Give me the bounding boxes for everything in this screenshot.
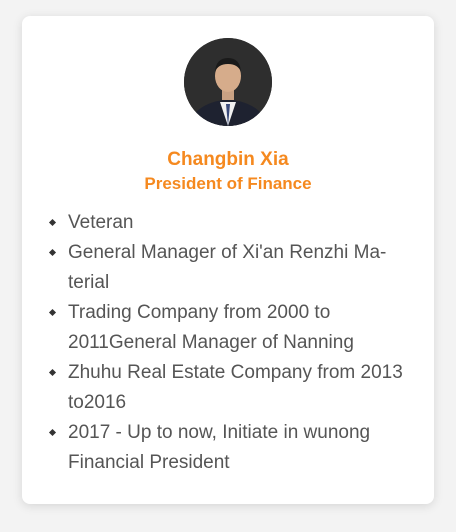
list-item-text: Trading Company from 2000 to 2011General… <box>68 302 354 353</box>
bullet-diamond-icon <box>48 368 57 377</box>
bullet-diamond-icon <box>48 248 57 257</box>
list-item: Zhuhu Real Estate Company from 2013 to20… <box>48 358 410 418</box>
profile-card: Changbin Xia President of Finance Vetera… <box>22 16 434 504</box>
person-portrait-icon <box>184 38 272 126</box>
list-item-text: Zhuhu Real Estate Company from 2013 to20… <box>68 362 403 413</box>
list-item: Veteran <box>48 208 410 238</box>
list-item: 2017 - Up to now, Initiate in wunong Fin… <box>48 418 410 478</box>
person-title: President of Finance <box>144 174 312 193</box>
list-item: Trading Company from 2000 to 2011General… <box>48 298 410 358</box>
person-name: Changbin Xia <box>167 149 289 170</box>
list-item-text: 2017 - Up to now, Initiate in wunong Fin… <box>68 422 371 473</box>
list-item-text: General Manager of Xi'an Renzhi Ma-teria… <box>68 242 387 293</box>
bio-list: Veteran General Manager of Xi'an Renzhi … <box>48 208 410 478</box>
bullet-diamond-icon <box>48 308 57 317</box>
bullet-diamond-icon <box>48 218 57 227</box>
bullet-diamond-icon <box>48 428 57 437</box>
list-item: General Manager of Xi'an Renzhi Ma-teria… <box>48 238 410 298</box>
avatar <box>184 38 272 126</box>
list-item-text: Veteran <box>68 212 134 233</box>
